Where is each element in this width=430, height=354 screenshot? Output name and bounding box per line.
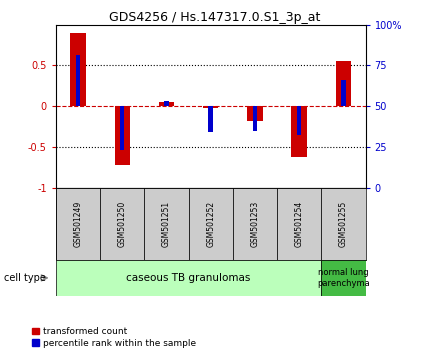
Text: GSM501252: GSM501252 (206, 201, 215, 247)
Text: cell type: cell type (4, 273, 46, 283)
Text: GDS4256 / Hs.147317.0.S1_3p_at: GDS4256 / Hs.147317.0.S1_3p_at (109, 11, 321, 24)
Bar (76, 55, 80, 106)
Text: GSM501249: GSM501249 (74, 201, 83, 247)
Bar (321, 188, 366, 260)
Bar (164, 101, 169, 106)
Bar (114, 106, 130, 165)
Bar (336, 62, 351, 106)
Bar (292, 106, 307, 157)
Bar (247, 106, 263, 121)
Bar (233, 188, 277, 260)
Bar (253, 106, 257, 131)
Bar (56, 260, 321, 296)
Bar (321, 260, 366, 296)
Bar (209, 106, 213, 132)
Text: caseous TB granulomas: caseous TB granulomas (126, 273, 251, 283)
Text: GSM501251: GSM501251 (162, 201, 171, 247)
Bar (189, 188, 233, 260)
Bar (297, 106, 301, 135)
Bar (159, 102, 174, 106)
Bar (341, 80, 346, 106)
Text: GSM501253: GSM501253 (250, 201, 259, 247)
Bar (120, 106, 124, 150)
Bar (70, 33, 86, 106)
Bar (56, 188, 100, 260)
Bar (203, 106, 218, 108)
Text: GSM501254: GSM501254 (295, 201, 304, 247)
Bar (277, 188, 321, 260)
Text: GSM501255: GSM501255 (339, 201, 348, 247)
Bar (144, 188, 189, 260)
Bar (100, 188, 144, 260)
Text: GSM501250: GSM501250 (118, 201, 127, 247)
Text: normal lung
parenchyma: normal lung parenchyma (317, 268, 370, 287)
Legend: transformed count, percentile rank within the sample: transformed count, percentile rank withi… (30, 325, 198, 349)
